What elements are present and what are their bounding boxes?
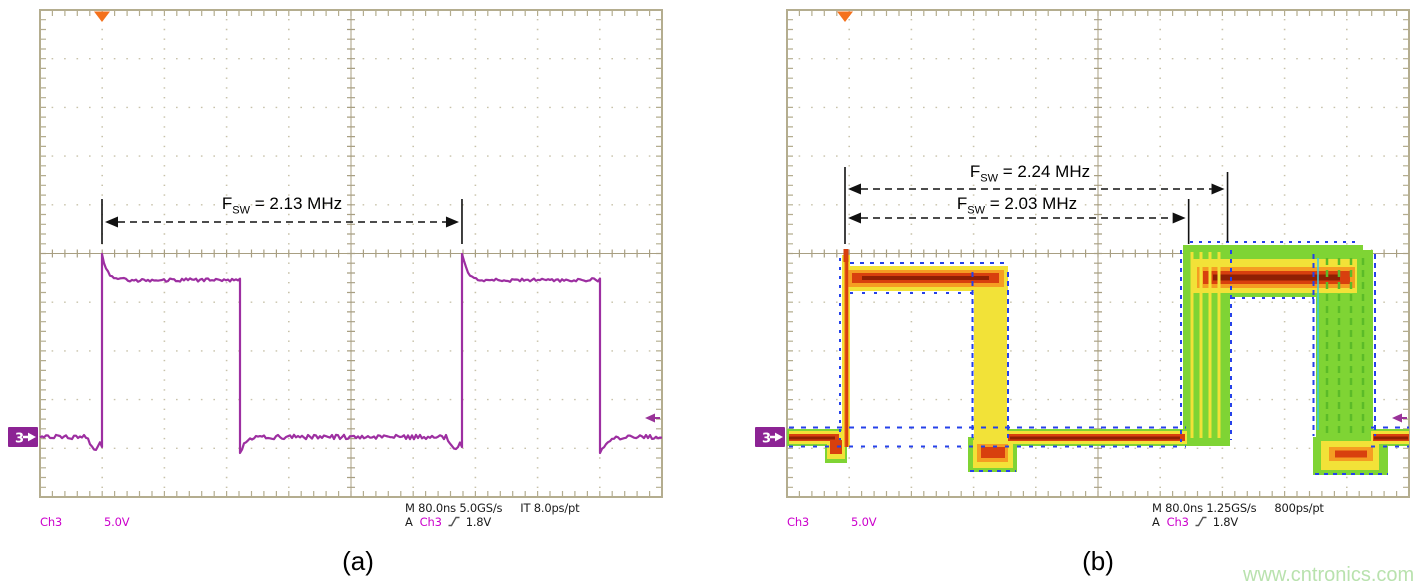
resolution-b: 800ps/pt (1274, 501, 1324, 515)
fsw-label-a: FSW = 2.13 MHz (182, 194, 382, 216)
fsw-value: = 2.13 MHz (250, 194, 343, 213)
channel-label-b: Ch3 (787, 515, 810, 529)
trigger-position-icon (94, 11, 110, 22)
channel-scale-a: 5.0V (104, 515, 130, 529)
trigger-source-a: Ch3 (419, 515, 442, 529)
fsw-subscript: SW (967, 204, 985, 217)
fsw-symbol: F (969, 162, 981, 181)
trigger-prefix-b: A (1152, 515, 1160, 529)
caption-a: (a) (342, 546, 374, 576)
watermark: www.cntronics.com (1243, 564, 1415, 586)
trigger-source-b: Ch3 (1166, 515, 1189, 529)
fsw-value: = 2.03 MHz (985, 194, 1078, 213)
fsw-measurement-arrows-b (844, 167, 1229, 244)
waveform-trace-a (39, 252, 662, 455)
fsw-symbol: F (221, 194, 233, 213)
rising-slope-icon (448, 516, 460, 527)
trigger-level-a: 1.8V (465, 515, 492, 529)
trigger-readout-a: A Ch3 1.8V (405, 515, 491, 529)
channel-scale-b: 5.0V (851, 515, 877, 529)
graticule-a (39, 9, 663, 498)
fsw-label-b-max: FSW = 2.24 MHz (930, 162, 1130, 184)
fsw-subscript: SW (232, 204, 250, 217)
trigger-readout-b: A Ch3 1.8V (1152, 515, 1238, 529)
rising-slope-icon (1195, 516, 1207, 527)
timebase-readout-b: M 80.0ns 1.25GS/s 800ps/pt (1152, 501, 1324, 515)
timebase-rate-b: M 80.0ns 1.25GS/s (1152, 501, 1257, 515)
scope-markers-b: 3 (755, 11, 1407, 447)
trigger-position-icon (837, 11, 853, 22)
svg-text:3: 3 (762, 432, 771, 447)
timebase-readout-a: M 80.0ns 5.0GS/s IT 8.0ps/pt (405, 501, 580, 515)
resolution-a: IT 8.0ps/pt (520, 501, 580, 515)
fsw-value: = 2.24 MHz (998, 162, 1091, 181)
fsw-subscript: SW (980, 172, 998, 185)
fsw-label-b-min: FSW = 2.03 MHz (917, 194, 1117, 216)
trigger-prefix-a: A (405, 515, 413, 529)
waveform-density-trace-b (787, 241, 1409, 475)
channel-label-a: Ch3 (40, 515, 63, 529)
fsw-symbol: F (956, 194, 968, 213)
scope-markers-a: 3 (8, 11, 660, 447)
svg-text:3: 3 (15, 432, 24, 447)
trigger-level-arrow-icon (645, 413, 655, 423)
timebase-rate-a: M 80.0ns 5.0GS/s (405, 501, 503, 515)
trigger-level-b: 1.8V (1212, 515, 1239, 529)
fsw-measurement-arrows-a (101, 199, 463, 244)
trigger-level-arrow-icon (1392, 413, 1402, 423)
caption-b: (b) (1082, 546, 1114, 576)
